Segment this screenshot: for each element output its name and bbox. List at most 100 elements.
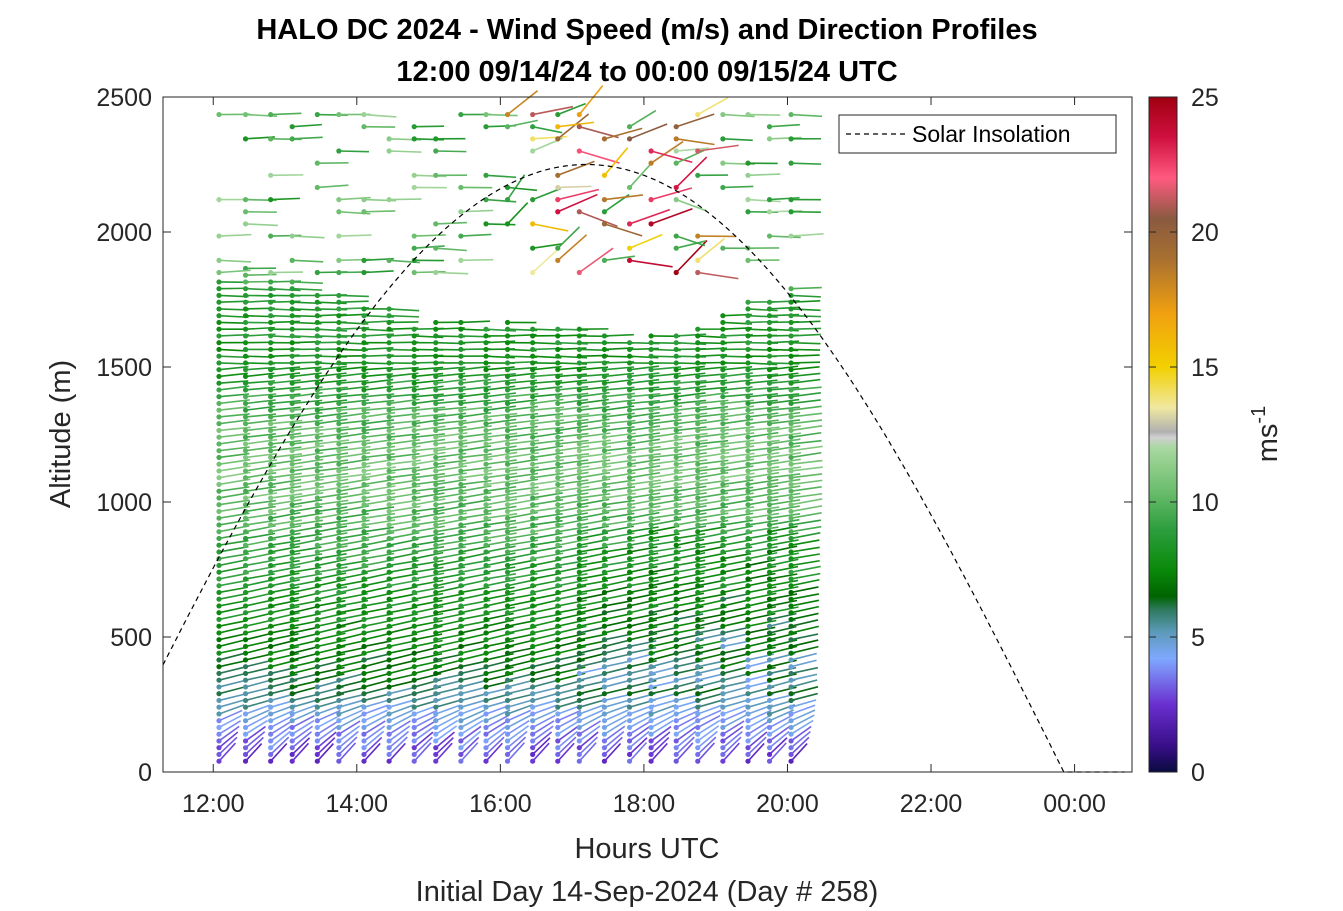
wind-barb-shaft: [675, 235, 706, 247]
wind-barb-dot: [268, 711, 274, 717]
wind-barb-dot: [720, 697, 726, 704]
wind-barb-dot: [745, 380, 751, 386]
wind-barb-dot: [555, 448, 561, 454]
wind-barb-dot: [648, 353, 654, 359]
wind-barb-dot: [745, 650, 751, 656]
wind-barb-shaft: [747, 731, 768, 749]
wind-barb-dot: [361, 569, 367, 575]
wind-barb-shaft: [650, 566, 679, 573]
wind-barb-dot: [361, 454, 367, 461]
wind-barb-shaft: [697, 519, 729, 526]
wind-barb-shaft: [650, 412, 682, 418]
wind-barb-dot: [361, 387, 367, 393]
wind-barb-dot: [458, 367, 464, 373]
wind-barb-dot: [289, 508, 295, 515]
wind-barb-shaft: [338, 465, 371, 472]
wind-barb-dot: [242, 495, 249, 501]
wind-barb-dot: [216, 448, 222, 454]
wind-barb-dot: [242, 610, 249, 616]
wind-barb-shaft: [389, 459, 421, 465]
wind-barb-dot: [626, 664, 633, 670]
wind-barb-dot: [788, 637, 794, 643]
wind-barb-shaft: [388, 445, 421, 452]
wind-barb-dot: [289, 576, 295, 582]
wind-barb-dot: [242, 481, 249, 488]
wind-barb-dot: [289, 623, 295, 629]
wind-barb-shaft: [747, 399, 778, 405]
wind-barb-dot: [673, 400, 679, 407]
wind-barb-dot: [216, 610, 222, 616]
wind-barb-dot: [216, 616, 222, 623]
wind-barb-dot: [433, 569, 439, 575]
wind-barb-dot: [745, 549, 751, 555]
wind-barb-dot: [411, 427, 417, 434]
wind-barb-dot: [289, 751, 295, 758]
wind-barb-shaft: [245, 686, 272, 695]
wind-barb-shaft: [790, 704, 816, 715]
wind-barb-shaft: [747, 362, 778, 366]
wind-barb-dot: [483, 691, 489, 697]
wind-barb-shaft: [650, 725, 672, 742]
wind-barb-shaft: [579, 639, 608, 648]
wind-barb-dot: [504, 718, 511, 724]
wind-barb-dot: [555, 589, 561, 596]
wind-barb-dot: [555, 549, 561, 555]
wind-barb-dot: [411, 495, 417, 501]
wind-barb-shaft: [722, 506, 755, 513]
wind-barb-dot: [576, 427, 582, 434]
wind-barb-dot: [673, 421, 679, 427]
wind-barb-dot: [530, 461, 536, 467]
wind-barb-dot: [483, 488, 489, 494]
wind-barb-shaft: [485, 578, 516, 587]
wind-barb-dot: [555, 704, 561, 710]
wind-barb-shaft: [532, 659, 560, 668]
wind-barb-shaft: [218, 742, 237, 762]
wind-barb-shaft: [363, 606, 393, 614]
wind-barb-shaft: [769, 466, 802, 472]
wind-barb-shaft: [270, 335, 301, 339]
wind-barb-dot: [314, 664, 320, 670]
wind-barb-dot: [483, 758, 489, 764]
wind-barb-shaft: [435, 512, 467, 519]
wind-barb-dot: [695, 711, 701, 717]
wind-barb-shaft: [676, 405, 708, 411]
wind-barb-shaft: [790, 479, 823, 486]
wind-barb-dot: [458, 758, 464, 764]
wind-barb-dot: [242, 380, 249, 386]
wind-barb-dot: [530, 745, 536, 751]
wind-barb-dot: [576, 360, 582, 366]
plot-area: 12:00 14:00 16:00 18:00 20:00 22:00 00:00 0500…: [96, 84, 1133, 818]
wind-barb-dot: [458, 718, 464, 724]
wind-barb-dot: [386, 319, 392, 326]
wind-barb-dot: [788, 407, 794, 413]
wind-barb-shaft: [270, 432, 302, 438]
wind-barb-dot: [216, 718, 222, 724]
wind-barb-dot: [504, 691, 511, 697]
wind-barb-shaft: [245, 405, 276, 411]
wind-barb-shaft: [650, 425, 683, 432]
wind-barb-shaft: [650, 659, 678, 668]
wind-barb-dot: [216, 569, 222, 575]
wind-barb-shaft: [722, 458, 755, 465]
wind-barb-dot: [673, 718, 679, 724]
wind-barb-dot: [504, 630, 511, 636]
wind-barb-dot: [483, 373, 489, 380]
wind-barb-shaft: [507, 672, 535, 681]
wind-barb-dot: [576, 670, 582, 677]
wind-barb-shaft: [270, 586, 300, 594]
wind-barb-dot: [695, 400, 701, 407]
wind-barb-shaft: [218, 269, 251, 274]
wind-barb-dot: [788, 583, 794, 589]
wind-barb-shaft: [722, 672, 750, 681]
wind-barb-dot: [555, 346, 561, 353]
wind-barb-shaft: [722, 646, 751, 654]
wind-barb-shaft: [747, 592, 777, 600]
wind-barb-shaft: [603, 147, 629, 176]
wind-barb-shaft: [292, 426, 324, 432]
wind-barb-shaft: [769, 458, 801, 465]
wind-barb-dot: [530, 738, 536, 744]
wind-barb-shaft: [338, 512, 369, 519]
wind-barb-dot: [361, 502, 367, 508]
wind-barb-dot: [720, 535, 726, 542]
wind-barb-dot: [745, 197, 751, 203]
